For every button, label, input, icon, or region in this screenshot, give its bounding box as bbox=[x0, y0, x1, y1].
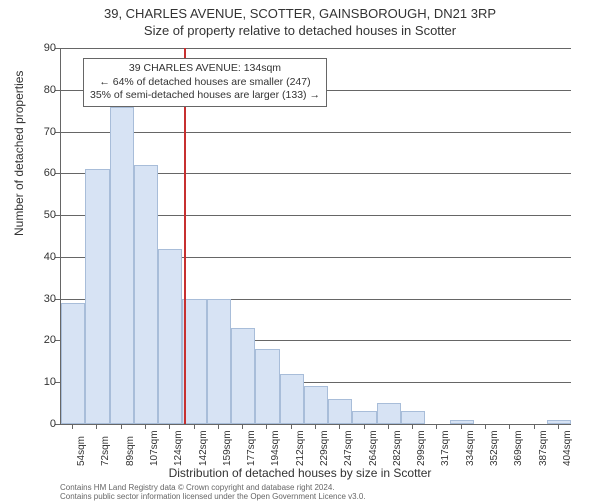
bar bbox=[352, 411, 376, 424]
x-axis-label: Distribution of detached houses by size … bbox=[0, 466, 600, 480]
bar bbox=[134, 165, 158, 424]
page-subtitle: Size of property relative to detached ho… bbox=[0, 23, 600, 38]
footer: Contains HM Land Registry data © Crown c… bbox=[60, 484, 366, 502]
xtick-mark bbox=[194, 424, 195, 429]
bar bbox=[61, 303, 85, 424]
plot-area: 39 CHARLES AVENUE: 134sqm ← 64% of detac… bbox=[60, 48, 571, 425]
xtick-mark bbox=[121, 424, 122, 429]
xtick-label: 124sqm bbox=[173, 430, 184, 466]
bar bbox=[328, 399, 352, 424]
histogram-chart: 39 CHARLES AVENUE: 134sqm ← 64% of detac… bbox=[60, 48, 570, 424]
xtick-label: 54sqm bbox=[76, 436, 87, 466]
ytick-label: 90 bbox=[44, 42, 56, 54]
bar bbox=[304, 386, 328, 424]
xtick-mark bbox=[218, 424, 219, 429]
xtick-mark bbox=[96, 424, 97, 429]
xtick-mark bbox=[364, 424, 365, 429]
xtick-mark bbox=[485, 424, 486, 429]
title-block: 39, CHARLES AVENUE, SCOTTER, GAINSBOROUG… bbox=[0, 0, 600, 38]
y-axis-label: Number of detached properties bbox=[12, 71, 26, 236]
annotation-line3: 35% of semi-detached houses are larger (… bbox=[90, 89, 320, 103]
xtick-label: 387sqm bbox=[538, 430, 549, 466]
xtick-mark bbox=[72, 424, 73, 429]
xtick-mark bbox=[291, 424, 292, 429]
xtick-mark bbox=[339, 424, 340, 429]
annotation-box: 39 CHARLES AVENUE: 134sqm ← 64% of detac… bbox=[83, 58, 327, 107]
ytick-label: 50 bbox=[44, 209, 56, 221]
xtick-label: 247sqm bbox=[343, 430, 354, 466]
ytick-label: 30 bbox=[44, 293, 56, 305]
ytick-label: 20 bbox=[44, 334, 56, 346]
ytick-label: 80 bbox=[44, 84, 56, 96]
grid-line bbox=[61, 48, 571, 49]
xtick-label: 142sqm bbox=[198, 430, 209, 466]
bar bbox=[377, 403, 401, 424]
footer-line2: Contains public sector information licen… bbox=[60, 493, 366, 502]
xtick-mark bbox=[412, 424, 413, 429]
xtick-label: 107sqm bbox=[149, 430, 160, 466]
xtick-mark bbox=[558, 424, 559, 429]
xtick-mark bbox=[169, 424, 170, 429]
xtick-label: 159sqm bbox=[222, 430, 233, 466]
xtick-mark bbox=[242, 424, 243, 429]
bar bbox=[158, 249, 182, 424]
xtick-mark bbox=[509, 424, 510, 429]
xtick-label: 177sqm bbox=[246, 430, 257, 466]
ytick-label: 0 bbox=[50, 418, 56, 430]
ytick-label: 40 bbox=[44, 251, 56, 263]
page-title: 39, CHARLES AVENUE, SCOTTER, GAINSBOROUG… bbox=[0, 6, 600, 21]
xtick-label: 194sqm bbox=[270, 430, 281, 466]
bar bbox=[231, 328, 255, 424]
xtick-label: 89sqm bbox=[125, 436, 136, 466]
xtick-mark bbox=[266, 424, 267, 429]
xtick-label: 317sqm bbox=[440, 430, 451, 466]
annotation-line2: ← 64% of detached houses are smaller (24… bbox=[90, 76, 320, 90]
xtick-mark bbox=[534, 424, 535, 429]
bar bbox=[401, 411, 425, 424]
xtick-mark bbox=[388, 424, 389, 429]
bar bbox=[85, 169, 109, 424]
bar bbox=[280, 374, 304, 424]
ytick-label: 10 bbox=[44, 376, 56, 388]
ytick-label: 60 bbox=[44, 167, 56, 179]
xtick-label: 264sqm bbox=[368, 430, 379, 466]
xtick-label: 369sqm bbox=[513, 430, 524, 466]
bar bbox=[110, 107, 134, 425]
grid-line bbox=[61, 132, 571, 133]
xtick-label: 282sqm bbox=[392, 430, 403, 466]
xtick-mark bbox=[461, 424, 462, 429]
xtick-label: 352sqm bbox=[489, 430, 500, 466]
annotation-line1: 39 CHARLES AVENUE: 134sqm bbox=[90, 62, 320, 76]
xtick-label: 229sqm bbox=[319, 430, 330, 466]
xtick-mark bbox=[145, 424, 146, 429]
bar bbox=[207, 299, 231, 424]
ytick-label: 70 bbox=[44, 126, 56, 138]
xtick-mark bbox=[436, 424, 437, 429]
xtick-label: 212sqm bbox=[295, 430, 306, 466]
xtick-label: 404sqm bbox=[562, 430, 573, 466]
xtick-label: 334sqm bbox=[465, 430, 476, 466]
xtick-label: 299sqm bbox=[416, 430, 427, 466]
bar bbox=[255, 349, 279, 424]
xtick-label: 72sqm bbox=[100, 436, 111, 466]
xtick-mark bbox=[315, 424, 316, 429]
